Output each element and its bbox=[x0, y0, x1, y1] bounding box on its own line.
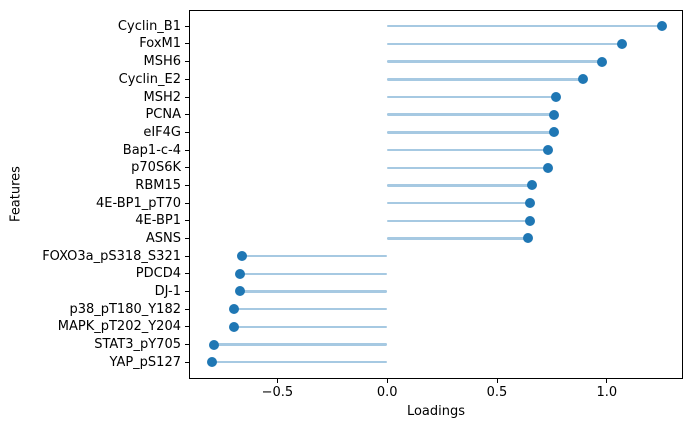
stem-line bbox=[213, 343, 388, 346]
data-point-marker bbox=[235, 286, 246, 297]
stem-line bbox=[387, 201, 530, 205]
stem-line bbox=[387, 166, 548, 169]
stem-line bbox=[387, 131, 555, 134]
y-tick-mark bbox=[185, 326, 189, 328]
y-tick-label: MSH2 bbox=[143, 89, 181, 105]
y-tick-mark bbox=[185, 220, 189, 222]
y-tick-label: ASNS bbox=[145, 230, 181, 246]
stem-line bbox=[387, 237, 528, 240]
y-tick-label: YAP_pS127 bbox=[109, 354, 181, 370]
stem-line bbox=[233, 325, 388, 329]
y-tick-label: 4E-BP1_pT70 bbox=[96, 195, 181, 211]
y-tick-label: RBM15 bbox=[135, 177, 181, 193]
x-tick-mark bbox=[606, 379, 608, 383]
data-point-marker bbox=[524, 215, 535, 226]
plot-area bbox=[188, 9, 683, 379]
data-point-marker bbox=[656, 21, 667, 32]
data-point-marker bbox=[597, 56, 608, 67]
y-tick-mark bbox=[185, 184, 189, 186]
x-tick-label: 0.0 bbox=[376, 385, 398, 400]
y-tick-mark bbox=[185, 255, 189, 257]
data-point-marker bbox=[542, 162, 553, 173]
y-tick-label: PCNA bbox=[145, 107, 181, 123]
y-tick-label: DJ-1 bbox=[154, 283, 181, 299]
y-tick-label: FoxM1 bbox=[139, 36, 181, 52]
y-tick-label: 4E-BP1 bbox=[135, 213, 181, 229]
y-tick-mark bbox=[185, 344, 189, 346]
data-point-marker bbox=[206, 357, 217, 368]
data-point-marker bbox=[549, 127, 560, 138]
y-tick-label: MSH6 bbox=[143, 54, 181, 70]
y-tick-mark bbox=[185, 167, 189, 169]
stem-line bbox=[240, 272, 388, 275]
y-tick-mark bbox=[185, 25, 189, 27]
data-point-marker bbox=[551, 92, 562, 102]
y-tick-mark bbox=[185, 43, 189, 45]
stem-line bbox=[233, 307, 388, 311]
stem-line bbox=[387, 219, 530, 222]
stem-line bbox=[387, 113, 555, 116]
stem-line bbox=[387, 184, 533, 187]
data-point-marker bbox=[228, 304, 239, 315]
y-tick-label: FOXO3a_pS318_S321 bbox=[42, 248, 181, 264]
y-tick-mark bbox=[185, 361, 189, 363]
y-tick-label: PDCD4 bbox=[135, 266, 181, 282]
x-tick-mark bbox=[386, 379, 388, 383]
y-tick-label: MAPK_pT202_Y204 bbox=[57, 319, 181, 335]
y-tick-mark bbox=[185, 290, 189, 292]
y-tick-mark bbox=[185, 149, 189, 151]
y-tick-mark bbox=[185, 131, 189, 133]
y-tick-mark bbox=[185, 78, 189, 80]
stem-line bbox=[387, 25, 662, 28]
data-point-marker bbox=[524, 198, 535, 209]
data-point-marker bbox=[542, 145, 553, 156]
data-point-marker bbox=[208, 339, 219, 350]
y-tick-mark bbox=[185, 202, 189, 204]
y-tick-label: eIF4G bbox=[143, 124, 181, 140]
y-tick-label: p70S6K bbox=[131, 160, 181, 176]
data-point-marker bbox=[228, 321, 239, 332]
stem-line bbox=[387, 148, 548, 152]
data-point-marker bbox=[577, 74, 588, 85]
data-point-marker bbox=[527, 180, 538, 191]
x-tick-label: 1.0 bbox=[596, 385, 618, 400]
y-tick-label: Bap1-c-4 bbox=[122, 142, 181, 158]
data-point-marker bbox=[237, 251, 248, 262]
data-point-marker bbox=[549, 109, 560, 120]
stem-line bbox=[211, 361, 388, 364]
stem-line bbox=[387, 60, 603, 63]
y-tick-mark bbox=[185, 114, 189, 116]
y-tick-mark bbox=[185, 96, 189, 98]
stem-line bbox=[242, 254, 388, 258]
y-tick-mark bbox=[185, 308, 189, 310]
stem-line bbox=[240, 290, 388, 293]
stem-line bbox=[387, 78, 583, 81]
stem-line bbox=[387, 42, 623, 46]
data-point-marker bbox=[617, 38, 628, 49]
y-tick-label: STAT3_pY705 bbox=[94, 337, 181, 353]
stem-line bbox=[387, 95, 557, 99]
y-tick-label: Cyclin_E2 bbox=[118, 71, 181, 87]
y-tick-label: p38_pT180_Y182 bbox=[69, 301, 181, 317]
y-tick-label: Cyclin_B1 bbox=[117, 18, 181, 34]
x-tick-mark bbox=[276, 379, 278, 383]
y-tick-mark bbox=[185, 237, 189, 239]
y-tick-mark bbox=[185, 61, 189, 63]
data-point-marker bbox=[522, 233, 533, 244]
x-tick-label: 0.5 bbox=[486, 385, 508, 400]
x-tick-mark bbox=[496, 379, 498, 383]
y-tick-mark bbox=[185, 273, 189, 275]
x-tick-label: −0.5 bbox=[261, 385, 294, 400]
x-axis-label: Loadings bbox=[406, 404, 466, 419]
data-point-marker bbox=[235, 268, 246, 279]
